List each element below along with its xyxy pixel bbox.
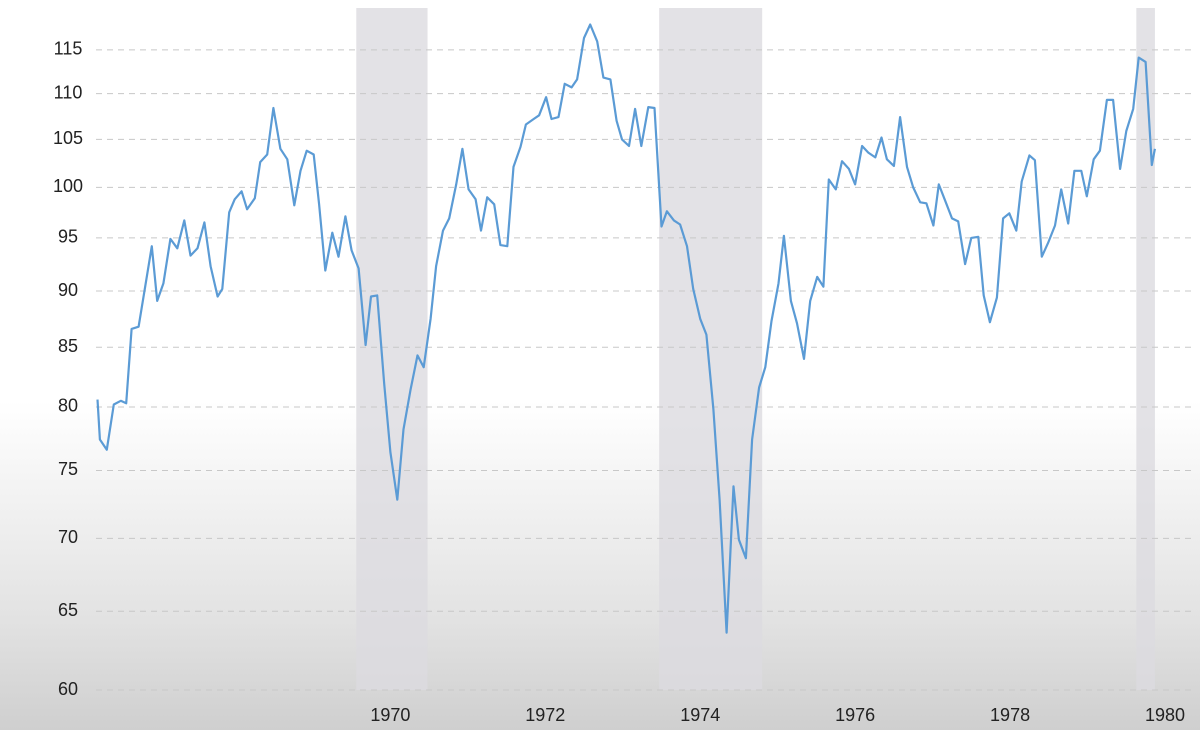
x-tick-label: 1970 xyxy=(370,705,410,725)
x-tick-label: 1976 xyxy=(835,705,875,725)
x-tick-label: 1978 xyxy=(990,705,1030,725)
y-tick-label: 115 xyxy=(54,39,83,59)
shaded-range xyxy=(1136,8,1155,690)
x-tick-label: 1980 xyxy=(1145,705,1185,725)
x-tick-label: 1974 xyxy=(680,705,720,725)
shaded-range xyxy=(356,8,428,690)
y-tick-label: 100 xyxy=(53,176,83,196)
y-tick-label: 80 xyxy=(58,396,78,416)
y-tick-label: 85 xyxy=(58,336,78,356)
y-tick-label: 70 xyxy=(58,527,78,547)
y-tick-label: 65 xyxy=(58,600,78,620)
y-tick-label: 95 xyxy=(58,227,78,247)
data-line xyxy=(96,23,1156,634)
y-tick-label: 110 xyxy=(54,82,83,102)
y-tick-label: 90 xyxy=(58,280,78,300)
y-tick-label: 75 xyxy=(58,459,78,479)
y-tick-label: 60 xyxy=(58,679,78,699)
y-tick-label: 105 xyxy=(53,128,83,148)
x-tick-label: 1972 xyxy=(525,705,565,725)
shaded-range xyxy=(659,8,763,690)
